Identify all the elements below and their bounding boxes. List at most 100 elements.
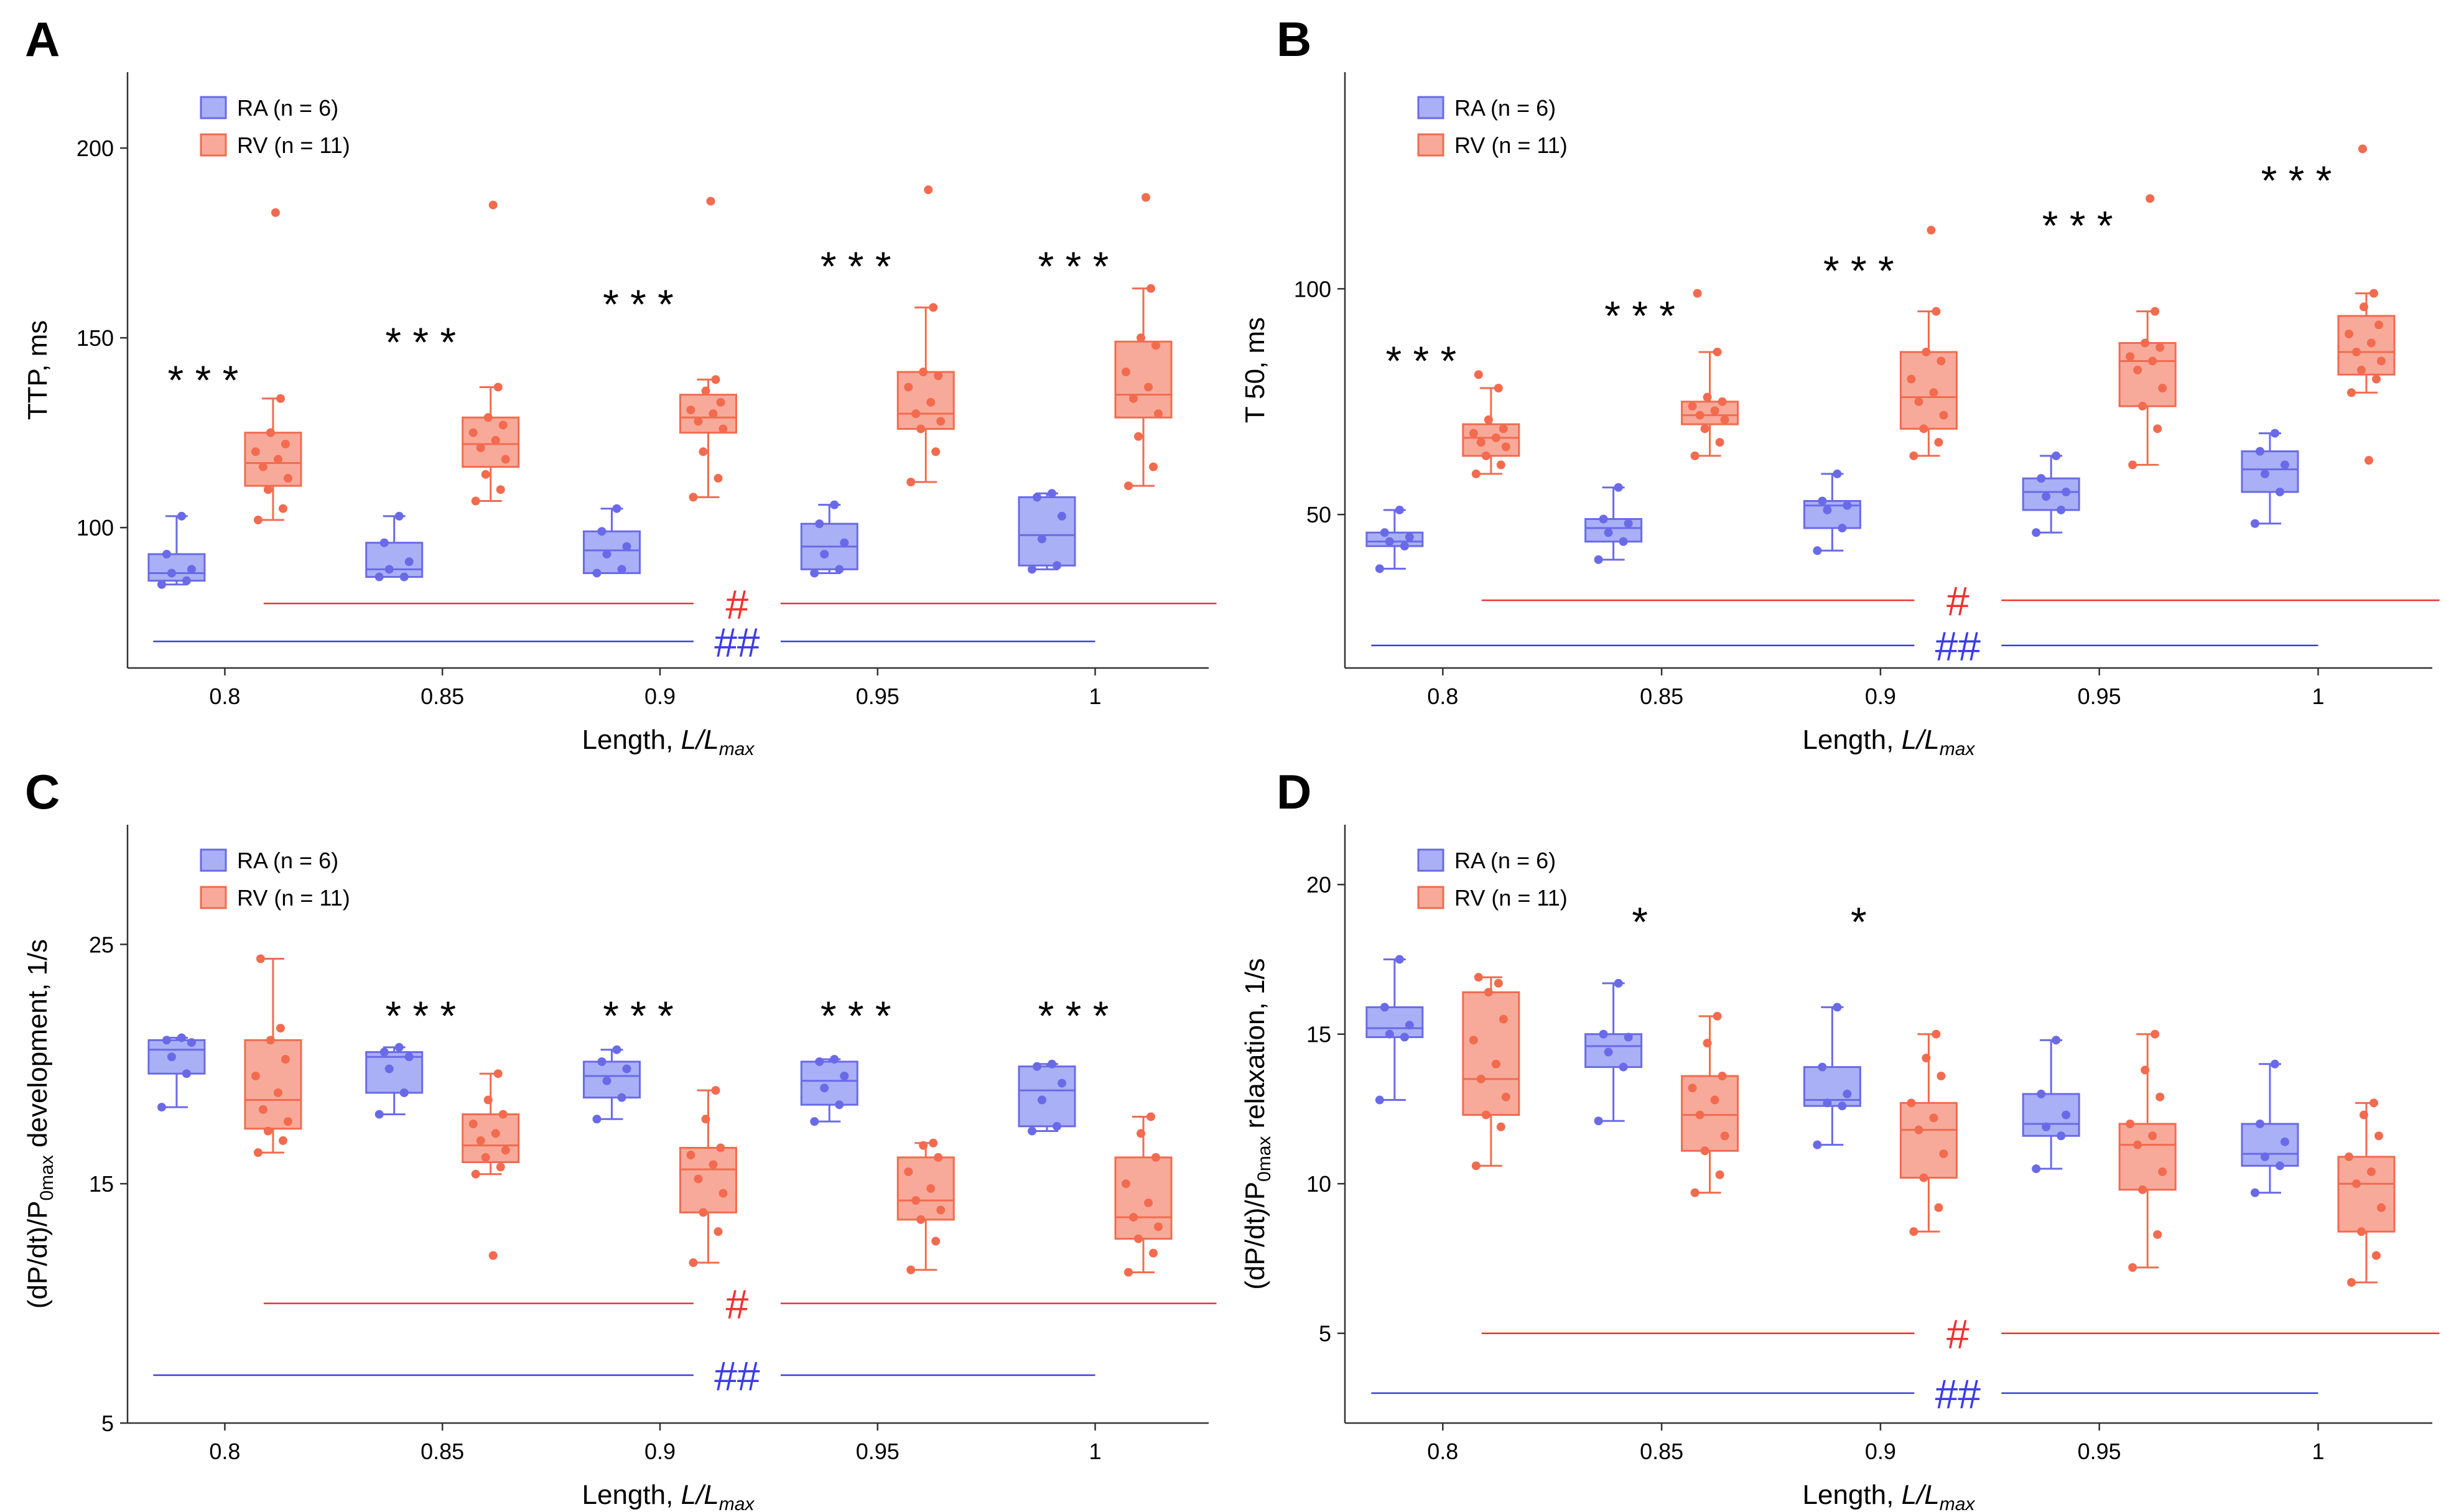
data-point	[2126, 352, 2135, 361]
outlier-point	[271, 208, 280, 217]
box	[1584, 518, 1643, 543]
data-point	[2376, 356, 2386, 366]
data-point	[709, 1160, 718, 1169]
data-point	[1624, 519, 1633, 528]
data-point	[496, 485, 505, 494]
y-axis-label: T 50, ms	[1240, 317, 1270, 423]
data-point	[1154, 409, 1163, 419]
legend-swatch	[200, 96, 227, 119]
data-point	[1599, 1029, 1608, 1039]
data-point	[2141, 1065, 2150, 1075]
outlier-point	[2146, 194, 2155, 203]
data-point	[1146, 1112, 1156, 1121]
data-point	[716, 397, 725, 407]
data-point	[1499, 424, 1508, 434]
data-point	[1151, 1153, 1161, 1162]
data-point	[399, 1088, 409, 1097]
data-point	[399, 572, 409, 582]
data-point	[283, 473, 292, 483]
data-point	[1405, 532, 1414, 542]
x-axis-label-symbol: L/L	[681, 725, 719, 755]
box	[2337, 1156, 2396, 1233]
data-point	[1474, 973, 1483, 982]
y-axis-label: (dP/dt)/P0max relaxation, 1/s	[1240, 958, 1275, 1289]
significance-marker: * * *	[168, 357, 239, 403]
data-point	[1144, 1198, 1153, 1207]
data-point	[2275, 1161, 2284, 1171]
data-point	[1494, 978, 1503, 988]
data-point	[1028, 1126, 1037, 1136]
data-point	[177, 1033, 186, 1042]
panel-label: A	[25, 12, 60, 67]
data-point	[686, 406, 695, 415]
legend-swatch	[1417, 886, 1444, 909]
data-point	[1599, 514, 1608, 524]
data-point	[2057, 505, 2066, 514]
data-point	[2250, 1188, 2259, 1197]
data-point	[936, 1205, 946, 1215]
data-point	[916, 424, 926, 434]
x-tick-label: 0.95	[2078, 1439, 2121, 1464]
panel-b: B 50 100 0.8 0.85 0.9 0.95 1 Length, L/Lmax T 50,…	[1240, 12, 2440, 759]
data-point	[1122, 368, 1131, 377]
data-point	[2052, 1036, 2061, 1045]
data-point	[1710, 406, 1719, 415]
data-point	[157, 580, 166, 589]
data-point	[394, 511, 404, 521]
data-point	[1919, 1173, 1928, 1182]
legend-label: RA (n = 6)	[1454, 848, 1556, 873]
data-point	[1038, 534, 1047, 544]
data-point	[404, 1052, 414, 1062]
data-point	[2255, 447, 2264, 456]
box	[462, 416, 520, 468]
data-point	[711, 375, 720, 384]
data-point	[2351, 1179, 2361, 1189]
data-point	[617, 1093, 626, 1102]
x-axis-label-text: Length,	[1803, 1480, 1902, 1510]
data-point	[1909, 451, 1918, 460]
box	[896, 1156, 955, 1221]
data-point	[501, 455, 510, 464]
data-point	[251, 447, 260, 457]
data-point	[2062, 1110, 2071, 1120]
significance-marker: * * *	[821, 993, 891, 1039]
legend-swatch	[200, 133, 227, 157]
box	[1462, 423, 1520, 457]
data-point	[830, 500, 839, 509]
legend-swatch	[1417, 133, 1444, 157]
data-point	[491, 435, 500, 445]
data-point	[283, 1117, 292, 1126]
data-point	[1501, 442, 1510, 452]
data-point	[2270, 1059, 2279, 1069]
data-point	[1838, 1102, 1847, 1111]
data-point	[1690, 1188, 1700, 1197]
y-tick-label: 5	[101, 1411, 114, 1436]
x-tick-label: 0.8	[1427, 684, 1458, 709]
data-point	[1818, 1062, 1827, 1072]
data-point	[1688, 1083, 1697, 1093]
data-point	[1715, 1170, 1724, 1179]
x-axis-label-subscript: max	[1940, 1494, 1976, 1512]
data-point	[931, 1236, 941, 1246]
outlier-point	[1927, 226, 1936, 235]
data-point	[1823, 1098, 1832, 1108]
data-point	[2141, 338, 2150, 348]
data-point	[2155, 1092, 2165, 1102]
box	[1462, 991, 1520, 1116]
data-point	[1720, 1131, 1729, 1141]
data-point	[1932, 1029, 1941, 1039]
box	[1899, 351, 1958, 430]
box	[147, 553, 206, 582]
data-point	[840, 1072, 849, 1081]
data-point	[820, 549, 829, 559]
data-point	[810, 1117, 819, 1126]
data-point	[1033, 1062, 1042, 1071]
data-point	[840, 538, 849, 547]
significance-marker: * * *	[2261, 157, 2332, 203]
data-point	[1604, 1047, 1613, 1057]
box	[1114, 1156, 1173, 1240]
data-point	[258, 1105, 267, 1114]
data-point	[1604, 528, 1613, 537]
x-axis-label: Length, L/Lmax	[582, 1480, 755, 1512]
bracket-label-rv: #	[726, 1281, 749, 1327]
